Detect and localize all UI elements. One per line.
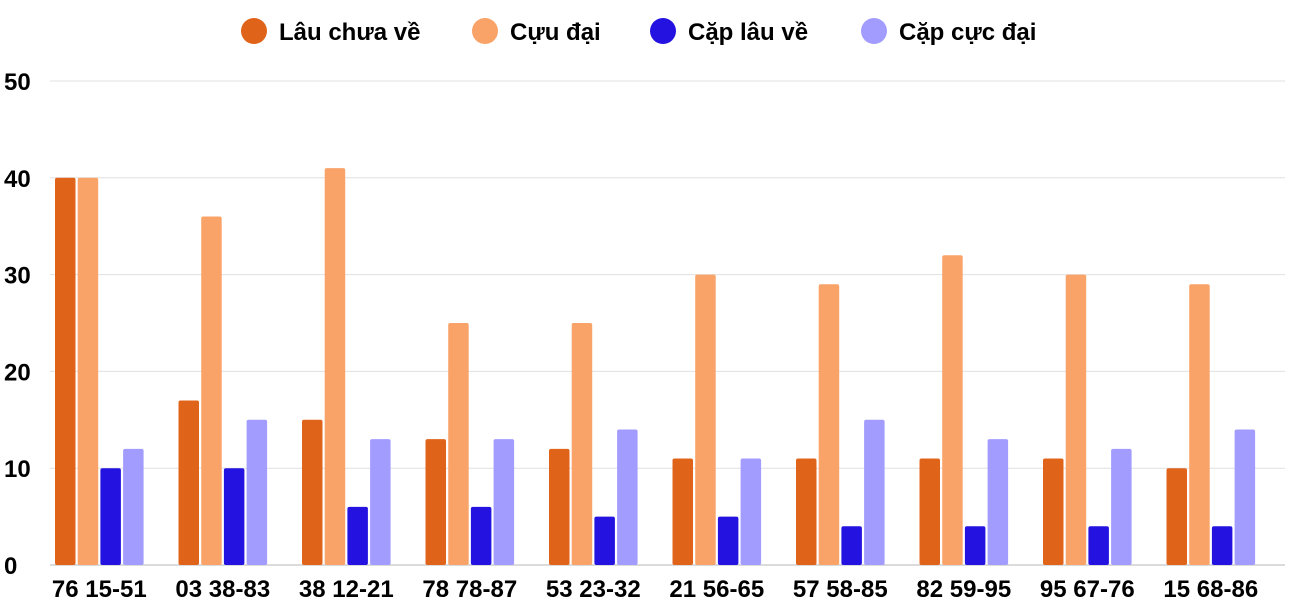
bar-1-03-38-83 (178, 400, 199, 565)
x-tick-label: 57 58-85 (793, 576, 888, 600)
bar-2-76-15-51 (77, 177, 99, 566)
bar-2-57-58-85 (818, 284, 840, 565)
legend-item: Cặp lâu về (650, 18, 808, 46)
y-tick-label: 40 (4, 166, 31, 193)
legend-item: Lâu chưa về (241, 18, 420, 46)
bar-1-21-56-65 (672, 458, 693, 565)
x-tick-label: 21 56-65 (669, 576, 764, 600)
bar-4-15-68-86 (1234, 429, 1256, 565)
bar-1-78-78-87 (425, 439, 446, 565)
legend-label: Lâu chưa về (279, 19, 420, 46)
bar-3-78-78-87 (470, 506, 492, 565)
legend-item: Cặp cực đại (861, 18, 1036, 46)
bar-2-38-12-21 (324, 168, 346, 565)
legend-swatch (650, 18, 676, 44)
bar-2-15-68-86 (1189, 284, 1210, 565)
bar-1-82-59-95 (919, 458, 940, 565)
bar-3-21-56-65 (717, 516, 739, 565)
legend-label: Cặp cực đại (899, 19, 1036, 46)
y-tick-label: 50 (4, 69, 31, 96)
bar-1-15-68-86 (1166, 468, 1187, 565)
x-tick-label: 78 78-87 (422, 576, 517, 600)
bar-2-95-67-76 (1065, 274, 1087, 565)
y-tick-label: 20 (4, 359, 31, 386)
legend-swatch (472, 18, 498, 44)
y-tick-label: 0 (4, 553, 17, 580)
legend-item: Cựu đại (472, 18, 601, 46)
x-tick-label: 95 67-76 (1040, 576, 1135, 600)
legend-label: Cựu đại (510, 19, 601, 46)
bar-4-53-23-32 (617, 429, 638, 565)
bar-4-57-58-85 (864, 419, 885, 565)
x-tick-label: 53 23-32 (546, 576, 641, 600)
legend-swatch (861, 18, 887, 44)
bar-1-38-12-21 (302, 419, 323, 565)
legend-swatch (241, 18, 267, 44)
bar-3-53-23-32 (594, 516, 615, 565)
bars (55, 168, 1256, 566)
bar-2-03-38-83 (201, 216, 222, 565)
bar-3-76-15-51 (100, 468, 121, 565)
bar-1-57-58-85 (796, 458, 817, 565)
bar-2-82-59-95 (942, 255, 963, 566)
x-tick-label: 76 15-51 (52, 576, 147, 600)
bar-4-03-38-83 (246, 419, 268, 565)
bar-4-78-78-87 (493, 439, 515, 565)
bar-4-76-15-51 (123, 448, 144, 565)
x-tick-label: 15 68-86 (1163, 576, 1258, 600)
bar-3-38-12-21 (347, 506, 368, 565)
bar-2-53-23-32 (571, 323, 593, 565)
bar-3-15-68-86 (1211, 526, 1233, 565)
bar-3-03-38-83 (223, 468, 245, 565)
bar-4-38-12-21 (370, 439, 391, 565)
bar-4-21-56-65 (740, 458, 762, 565)
bar-2-21-56-65 (695, 274, 716, 565)
bar-4-95-67-76 (1111, 448, 1132, 565)
x-axis-ticks: 76 15-51 03 38-83 38 12-21 78 78-87 53 23-32… (52, 576, 1258, 603)
bar-1-95-67-76 (1043, 458, 1064, 565)
bar-4-82-59-95 (987, 439, 1009, 565)
x-tick-label: 03 38-83 (175, 576, 270, 600)
y-tick-label: 10 (4, 456, 31, 483)
legend: Lâu chưa về Cựu đại Cặp lâu về Cặp cực đại (241, 18, 1036, 46)
legend-label: Cặp lâu về (688, 19, 808, 46)
y-axis-ticks: 0 10 20 30 40 50 (4, 69, 31, 580)
x-tick-label: 82 59-95 (916, 576, 1011, 600)
bar-1-76-15-51 (55, 177, 76, 566)
bar-1-53-23-32 (549, 448, 570, 565)
bar-3-57-58-85 (841, 526, 862, 565)
x-tick-label: 38 12-21 (299, 576, 394, 600)
bar-3-95-67-76 (1088, 526, 1109, 565)
y-tick-label: 30 (4, 263, 31, 290)
bar-2-78-78-87 (448, 323, 469, 565)
bar-3-82-59-95 (964, 526, 986, 565)
